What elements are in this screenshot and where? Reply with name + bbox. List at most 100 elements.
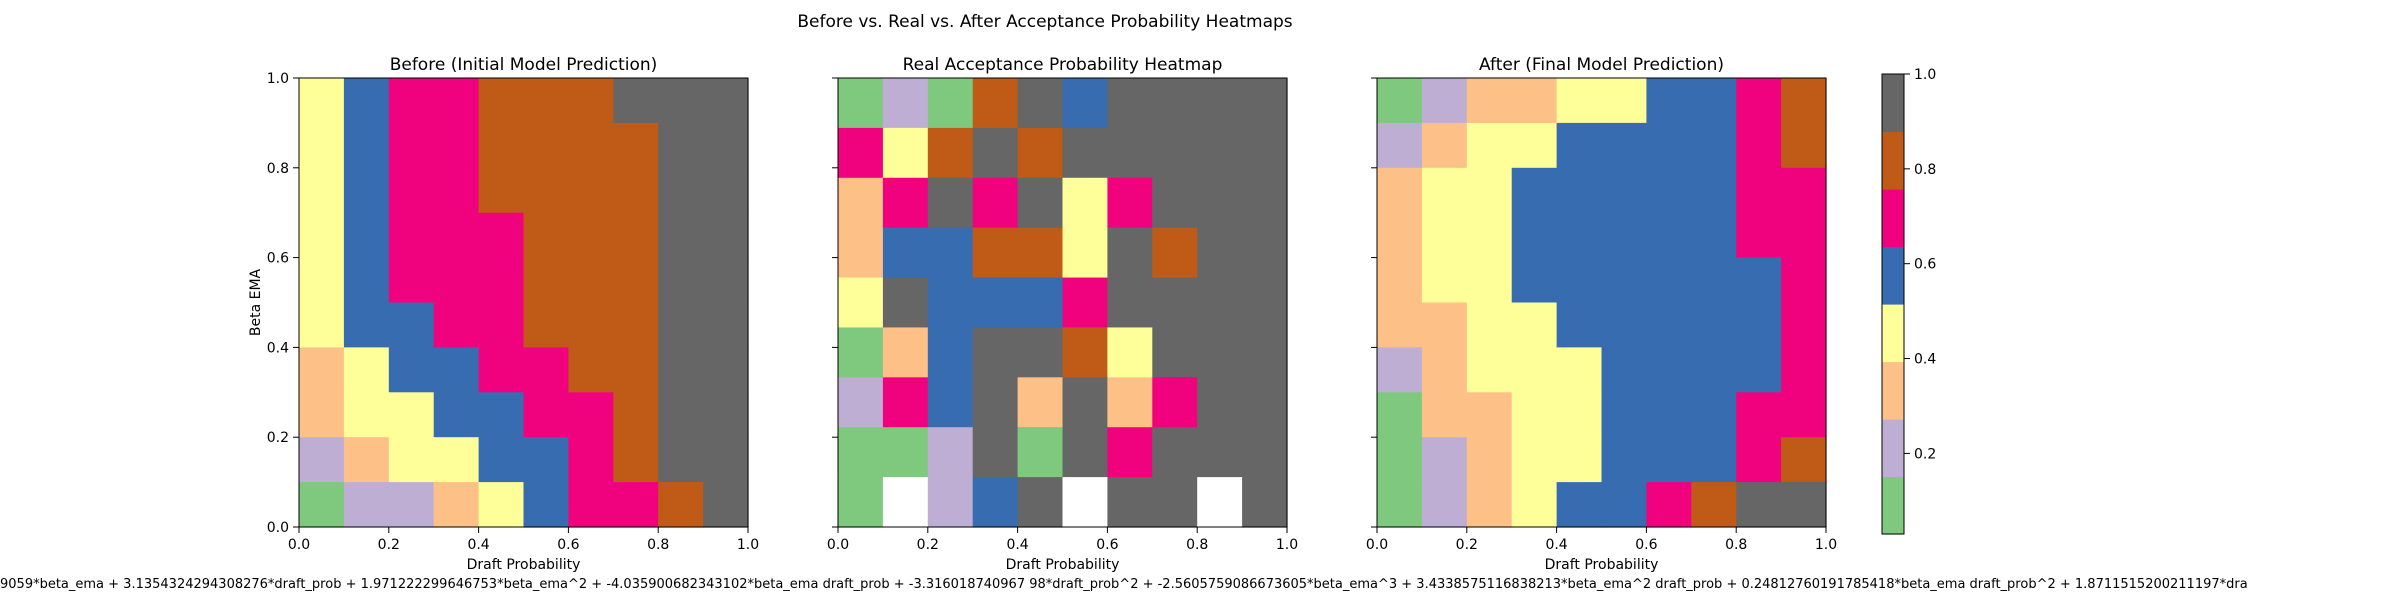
colorbar-tick-label: 1.0 bbox=[1914, 67, 1936, 83]
heatmap-cell bbox=[927, 277, 974, 329]
heatmap-cell bbox=[1377, 122, 1423, 169]
heatmap-cell bbox=[1107, 227, 1153, 279]
heatmap-cell bbox=[1736, 392, 1782, 438]
heatmap-cell bbox=[658, 78, 704, 124]
colorbar-segment bbox=[1882, 131, 1904, 190]
heatmap-cell bbox=[1691, 302, 1737, 348]
heatmap-cell bbox=[927, 127, 974, 179]
heatmap-cell bbox=[1017, 377, 1064, 428]
heatmap-cell bbox=[433, 392, 480, 438]
heatmap-cell bbox=[1197, 327, 1243, 378]
heatmap-cell bbox=[1152, 78, 1198, 129]
heatmap-cell bbox=[568, 78, 614, 124]
heatmap-cell bbox=[658, 392, 704, 438]
heatmap-cell bbox=[1197, 177, 1243, 229]
heatmap-cell bbox=[478, 212, 525, 259]
heatmap-cell bbox=[299, 122, 345, 169]
heatmap-cell bbox=[972, 477, 1019, 528]
heatmap-cell bbox=[1421, 392, 1468, 438]
heatmap-cell bbox=[1062, 127, 1108, 179]
heatmap-cell bbox=[343, 392, 390, 438]
colorbar-segment bbox=[1882, 361, 1904, 420]
plot-frame bbox=[837, 77, 1288, 528]
heatmap-cell bbox=[433, 122, 480, 169]
heatmap-cell bbox=[388, 78, 435, 124]
heatmap-cell bbox=[1421, 347, 1468, 393]
heatmap-cell bbox=[1556, 167, 1603, 214]
heatmap-cell bbox=[882, 78, 929, 129]
heatmap-cell bbox=[1556, 437, 1603, 483]
y-tick-label: 0.0 bbox=[267, 520, 289, 536]
heatmap-cell bbox=[1466, 347, 1513, 393]
heatmap-cell bbox=[1556, 347, 1603, 393]
heatmap-cell bbox=[882, 477, 929, 528]
heatmap-cell bbox=[703, 347, 749, 393]
heatmap-cell bbox=[1556, 482, 1603, 528]
heatmap-cell bbox=[1781, 122, 1827, 169]
heatmap-cell bbox=[1152, 377, 1198, 428]
heatmap-cell bbox=[613, 302, 659, 348]
heatmap-cell bbox=[882, 427, 929, 478]
x-tick-label: 1.0 bbox=[1815, 537, 1837, 553]
heatmap-cell bbox=[523, 347, 569, 393]
heatmap-cell bbox=[703, 302, 749, 348]
heatmap-cell bbox=[568, 302, 614, 348]
x-tick-label: 0.2 bbox=[917, 537, 939, 553]
heatmap-cell bbox=[838, 377, 884, 428]
heatmap-cell bbox=[1601, 392, 1647, 438]
heatmap-cell bbox=[478, 482, 525, 528]
heatmap-cell bbox=[972, 327, 1019, 378]
heatmap-cell bbox=[1197, 127, 1243, 179]
formula-caption: 9059*beta_ema + 3.1354324294308276*draft… bbox=[0, 577, 2248, 592]
x-axis-label: Draft Probability bbox=[1545, 557, 1659, 573]
heatmap-cell bbox=[1107, 277, 1153, 329]
y-tick-label: 0.2 bbox=[267, 430, 289, 446]
panel-title: After (Final Model Prediction) bbox=[1479, 55, 1724, 75]
colorbar-segment bbox=[1882, 476, 1904, 535]
heatmap-cell bbox=[568, 212, 614, 259]
heatmap-cell bbox=[433, 437, 480, 483]
heatmap-cell bbox=[658, 437, 704, 483]
heatmap-cell bbox=[523, 78, 569, 124]
heatmap-cell bbox=[343, 257, 390, 304]
heatmap-cell bbox=[1601, 482, 1647, 528]
heatmap-cell bbox=[703, 257, 749, 304]
heatmap-cell bbox=[299, 482, 345, 528]
heatmap-cell bbox=[1601, 78, 1647, 124]
heatmap-cell bbox=[658, 167, 704, 214]
heatmap-cell bbox=[703, 392, 749, 438]
heatmap-cell bbox=[523, 437, 569, 483]
heatmap-cell bbox=[568, 257, 614, 304]
heatmap-cell bbox=[1601, 257, 1647, 304]
heatmap-cell bbox=[478, 167, 525, 214]
heatmap-cell bbox=[1377, 212, 1423, 259]
colorbar: 0.2 0.4 0.6 0.8 1.0 bbox=[1881, 67, 1936, 535]
colorbar-segment bbox=[1882, 74, 1904, 133]
colorbar-segment bbox=[1882, 189, 1904, 248]
heatmap-cell bbox=[613, 392, 659, 438]
heatmap-cell bbox=[703, 437, 749, 483]
x-tick-label: 0.4 bbox=[467, 537, 489, 553]
heatmap-cell bbox=[1107, 177, 1153, 229]
heatmap-cell bbox=[658, 122, 704, 169]
heatmap-cell bbox=[523, 482, 569, 528]
heatmap-cell bbox=[838, 427, 884, 478]
heatmap-cell bbox=[1017, 327, 1064, 378]
heatmap-cell bbox=[1556, 212, 1603, 259]
heatmap-cell bbox=[1242, 427, 1288, 478]
heatmap-cell bbox=[299, 437, 345, 483]
plot-frame bbox=[298, 77, 749, 528]
heatmap-cell bbox=[1242, 127, 1288, 179]
heatmap-cell bbox=[658, 347, 704, 393]
heatmap-cell bbox=[703, 482, 749, 528]
heatmap-cell bbox=[1466, 257, 1513, 304]
heatmap-cell bbox=[523, 167, 569, 214]
heatmap-cell bbox=[1421, 212, 1468, 259]
heatmap-cell bbox=[1107, 327, 1153, 378]
heatmap-cell bbox=[388, 482, 435, 528]
y-tick-label: 0.8 bbox=[267, 161, 289, 177]
heatmap-cell bbox=[1556, 78, 1603, 124]
heatmap-cell bbox=[299, 302, 345, 348]
heatmap-cell bbox=[388, 212, 435, 259]
